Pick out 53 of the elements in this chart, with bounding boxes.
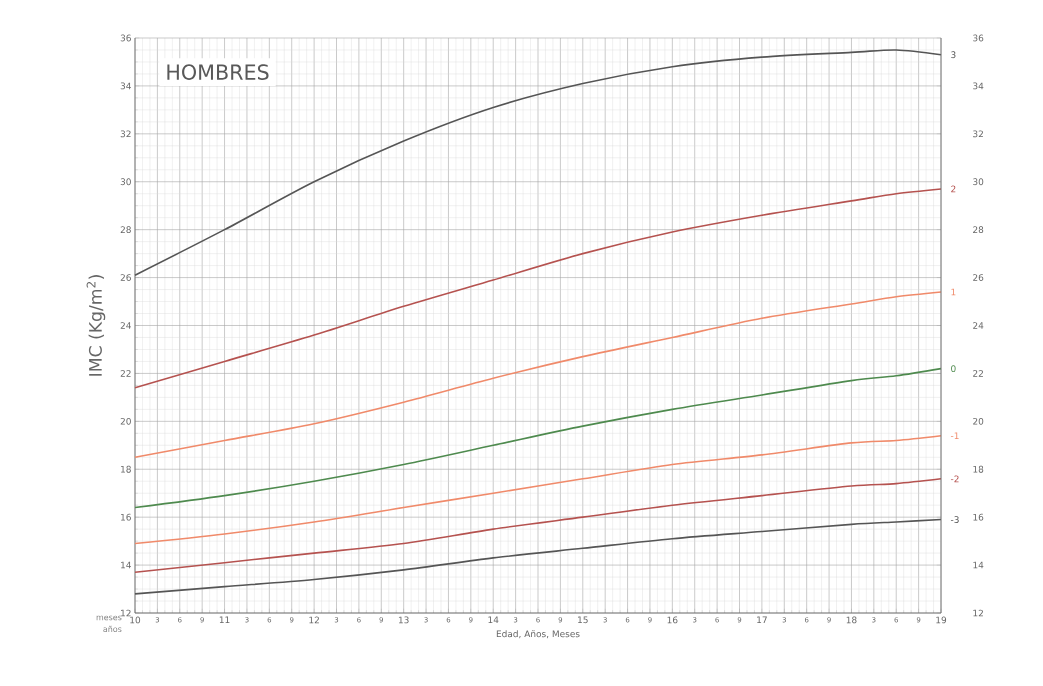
y2-tick-label: 32 (973, 130, 983, 138)
x-tick-label: 18 (846, 616, 857, 624)
line-series (134, 188, 942, 389)
x-tick-label: 17 (757, 616, 767, 624)
y-tick-label: 28 (120, 226, 131, 234)
y-tick-label: 36 (120, 34, 131, 42)
x-tick-label: 13 (398, 616, 409, 624)
y-tick-label: 12 (121, 609, 131, 617)
y-axis-title: IMC (Kg/m$^{2}$) (86, 275, 106, 376)
y-tick-label: 32 (120, 130, 131, 138)
line-series (134, 291, 942, 459)
x-tick-label: 12 (309, 616, 319, 624)
y2-tick-label: 24 (973, 322, 984, 329)
series-label: 3 (951, 51, 956, 59)
line-series (134, 518, 942, 595)
y-tick-label: 24 (120, 322, 131, 329)
y2-tick-label: 28 (973, 226, 984, 234)
y2-tick-label: 22 (973, 370, 983, 377)
y-tick-label: 14 (121, 561, 131, 569)
series-label: 2 (951, 185, 956, 193)
y-tick-label: 20 (120, 417, 131, 425)
line-series (134, 478, 942, 574)
y-tick-label: 30 (120, 178, 131, 186)
series-label: -1 (950, 432, 959, 439)
series-label: 0 (951, 365, 956, 373)
series-label: -2 (950, 475, 959, 483)
x-tick-label: 11 (219, 616, 230, 624)
y-tick-label: 34 (120, 82, 131, 90)
y2-tick-label: 34 (973, 82, 984, 90)
y2-tick-label: 18 (973, 465, 984, 473)
x-axis-title: Edad, Años, Meses (496, 630, 580, 639)
x-tick-label: 14 (488, 616, 499, 624)
y2-tick-label: 20 (973, 417, 984, 425)
y-tick-label: 16 (121, 513, 131, 521)
line-series (134, 434, 942, 545)
x-tick-label: 19 (936, 616, 947, 624)
y-tick-label: 18 (121, 465, 131, 473)
x-tick-label: 15 (578, 616, 588, 624)
x-tick-label: 10 (130, 616, 141, 624)
y2-tick-label: 30 (973, 178, 984, 186)
x-tick-label: 16 (667, 616, 678, 624)
y-tick-label: 22 (120, 370, 131, 377)
y2-tick-label: 14 (973, 561, 984, 569)
y2-tick-label: 36 (973, 34, 984, 42)
text: HOMBRES (167, 64, 269, 80)
y-tick-label: 26 (120, 274, 131, 281)
series-label: 1 (951, 288, 956, 296)
series-label: -3 (950, 516, 959, 523)
line-series (134, 367, 942, 509)
y2-tick-label: 16 (973, 513, 984, 521)
line-series (134, 49, 942, 276)
y2-tick-label: 26 (973, 274, 984, 281)
y2-tick-label: 12 (973, 609, 983, 617)
